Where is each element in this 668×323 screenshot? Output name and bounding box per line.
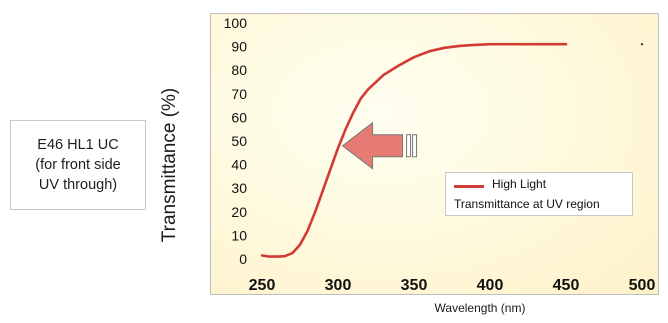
legend-series-name: High Light [492, 177, 546, 191]
y-tick-label: 30 [231, 180, 247, 196]
arrow-tail-stripe-1 [407, 135, 411, 157]
x-tick-label: 350 [401, 277, 428, 294]
legend: High Light Transmittance at UV region [445, 172, 633, 216]
y-tick-label: 90 [231, 39, 247, 55]
y-tick-label: 20 [231, 204, 247, 220]
y-axis-title: Transmittance (%) [159, 60, 181, 270]
y-tick-label: 10 [231, 227, 247, 243]
arrow-annotation [343, 123, 403, 169]
y-tick-label: 0 [239, 251, 247, 267]
x-tick-label: 250 [249, 277, 276, 294]
y-tick-label: 40 [231, 157, 247, 173]
data-marker [641, 43, 643, 45]
x-tick-label: 300 [325, 277, 352, 294]
legend-subtitle: Transmittance at UV region [454, 197, 600, 211]
y-tick-label: 60 [231, 109, 247, 125]
y-tick-label: 70 [231, 86, 247, 102]
legend-swatch [454, 185, 484, 188]
y-tick-label: 50 [231, 133, 247, 149]
y-tick-label: 100 [224, 15, 248, 31]
y-tick-label: 80 [231, 62, 247, 78]
x-axis-title: Wavelength (nm) [390, 301, 570, 315]
x-tick-label: 450 [553, 277, 580, 294]
x-tick-label: 400 [477, 277, 504, 294]
arrow-tail-stripe-2 [413, 135, 417, 157]
x-tick-label: 500 [629, 277, 656, 294]
